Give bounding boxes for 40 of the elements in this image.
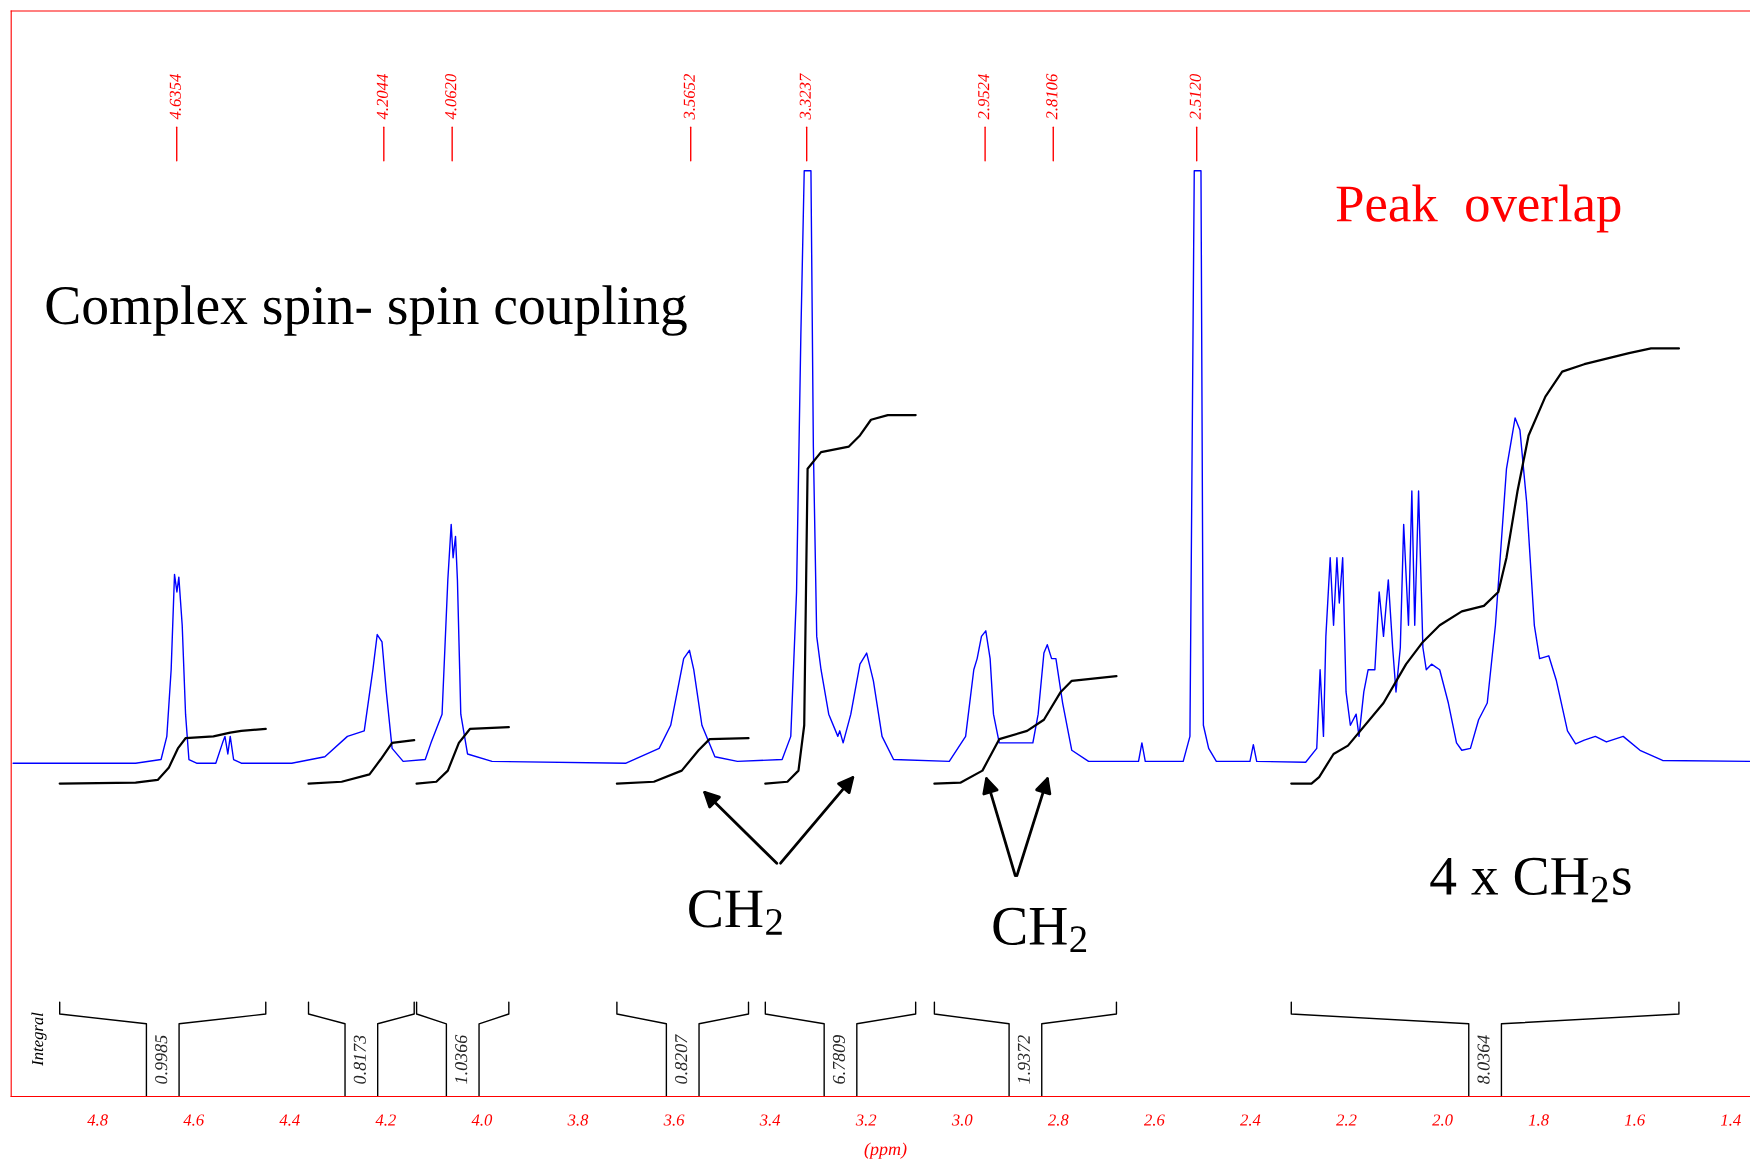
- annotation: 1.9372: [1017, 1035, 1031, 1084]
- text: 4.2044: [376, 74, 389, 120]
- text: 3.5652: [683, 74, 695, 120]
- text: 2.9524: [978, 74, 990, 120]
- x-tick-label: 2.4: [1240, 1114, 1261, 1126]
- x-axis-title: (ppm): [864, 1142, 907, 1159]
- x-tick-label: 3.2: [855, 1114, 877, 1126]
- x-tick-label: 4.4: [279, 1114, 300, 1126]
- annotation: Peak overlap: [1336, 184, 1621, 233]
- x-tick-label: 4.6: [183, 1114, 205, 1126]
- text: 4.0620: [445, 73, 457, 120]
- annotation: CH$_{2}$: [993, 907, 1087, 953]
- annotation: 6.7809: [832, 1035, 846, 1084]
- text: 4.6354: [169, 74, 181, 120]
- x-tick-label: 2.2: [1336, 1114, 1357, 1126]
- x-tick-label: 3.4: [759, 1114, 781, 1126]
- annotation: 0.8207: [675, 1034, 688, 1084]
- annotation: 4 x CH$_{2}$s: [1430, 857, 1631, 903]
- text: 2.5120: [1189, 73, 1201, 120]
- x-tick-label: 2.6: [1143, 1114, 1165, 1126]
- annotation: 0.9985: [155, 1035, 168, 1084]
- annotation: 8.0364: [1477, 1035, 1490, 1085]
- x-tick-label: 2.0: [1432, 1114, 1453, 1126]
- annotation: Complex spin- spin coupling: [46, 285, 687, 336]
- x-tick-label: 1.8: [1528, 1114, 1549, 1126]
- annotation: CH$_{2}$: [689, 890, 782, 935]
- x-tick-label: 4.2: [375, 1114, 396, 1126]
- x-tick-label: 3.6: [663, 1114, 685, 1126]
- x-tick-label: 4.0: [471, 1114, 493, 1126]
- x-tick-label: 3.8: [567, 1114, 589, 1126]
- text: 2.8106: [1046, 73, 1058, 120]
- x-tick-label: 3.0: [951, 1114, 973, 1126]
- annotation: Integral: [31, 1012, 47, 1066]
- annotation: 1.0366: [455, 1034, 468, 1084]
- x-tick-label: 1.6: [1624, 1114, 1646, 1126]
- x-tick-label: 1.4: [1720, 1114, 1741, 1126]
- annotation: 0.8173: [353, 1035, 366, 1084]
- x-tick-label: 2.8: [1047, 1114, 1069, 1126]
- text: 3.3237: [799, 73, 811, 120]
- x-tick-label: 4.8: [87, 1114, 108, 1126]
